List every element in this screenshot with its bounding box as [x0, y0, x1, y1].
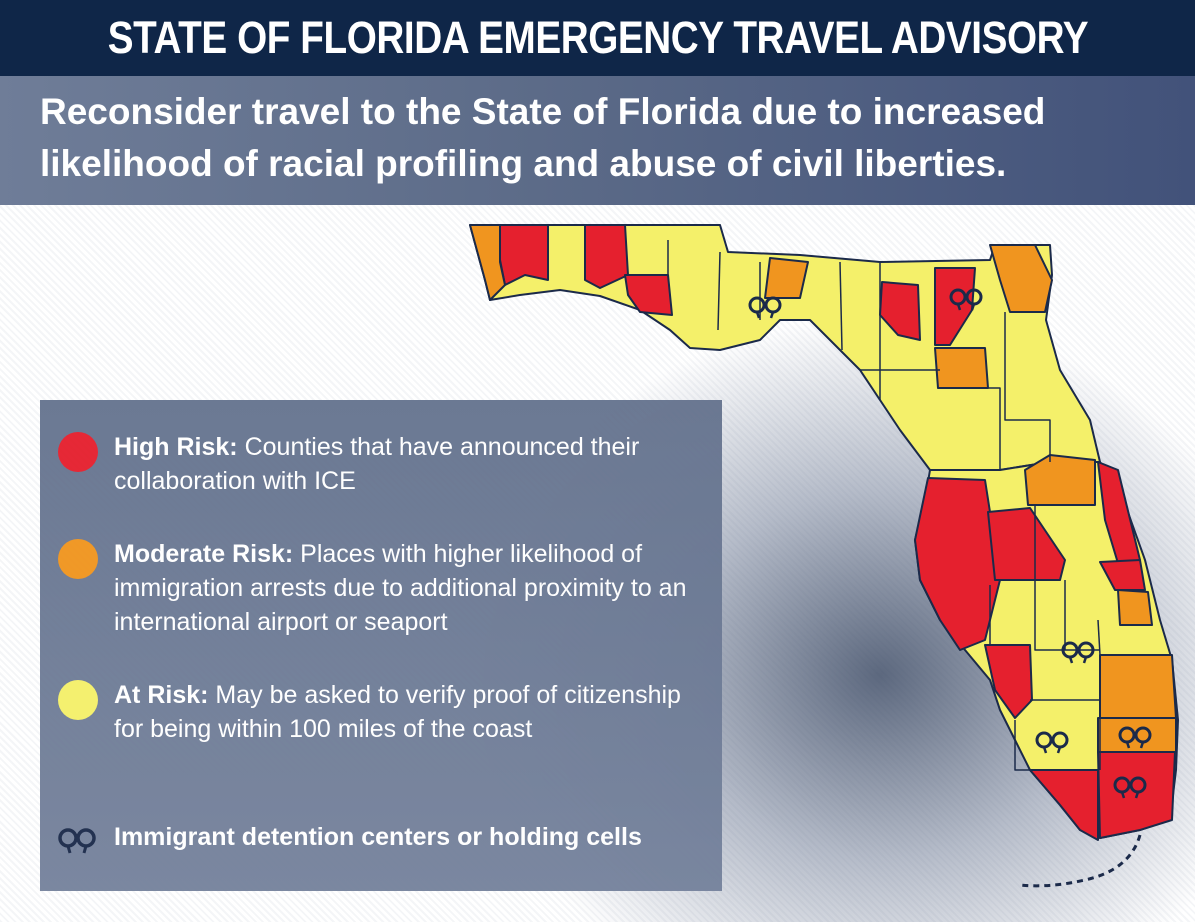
county-moderate-leon	[764, 257, 809, 299]
county-high-walton	[584, 224, 629, 289]
county-high-polk	[987, 507, 1066, 581]
county-moderate-palm-beach	[1099, 654, 1177, 719]
high-risk-description: Counties that have announced their colla…	[114, 433, 640, 495]
high-risk-swatch	[58, 432, 98, 472]
county-moderate-marion	[934, 347, 989, 389]
handcuffs-icon	[58, 828, 96, 854]
at-risk-description: May be asked to verify proof of citizens…	[114, 681, 681, 743]
county-high-charlotte-lee	[984, 644, 1033, 719]
at-risk-label: At Risk:	[114, 681, 209, 709]
county-moderate-orange	[1024, 454, 1096, 506]
moderate-risk-swatch	[58, 539, 98, 579]
county-high-bradford	[934, 267, 976, 346]
county-moderate-duval	[989, 244, 1053, 313]
county-high-indian-river	[1099, 559, 1146, 591]
florida-county-map	[469, 224, 1179, 888]
county-moderate-escambia	[469, 224, 506, 301]
high-risk-label: High Risk:	[114, 433, 238, 461]
legend-panel: High Risk: Counties that have announced …	[40, 400, 722, 891]
county-moderate-st-lucie	[1117, 589, 1153, 626]
subtitle-banner: Reconsider travel to the State of Florid…	[0, 76, 1195, 205]
county-high-bay	[624, 274, 673, 316]
page-subtitle: Reconsider travel to the State of Florid…	[40, 91, 1046, 184]
title-banner: STATE OF FLORIDA EMERGENCY TRAVEL ADVISO…	[0, 0, 1195, 76]
county-high-tampa-bay	[914, 477, 1001, 651]
county-high-escambia-santa-rosa	[499, 224, 549, 286]
moderate-risk-label: Moderate Risk:	[114, 540, 294, 568]
page-title: STATE OF FLORIDA EMERGENCY TRAVEL ADVISO…	[107, 12, 1088, 63]
at-risk-swatch	[58, 680, 98, 720]
detention-description: Immigrant detention centers or holding c…	[114, 823, 642, 851]
florida-keys	[1019, 834, 1142, 888]
county-high-collier	[1029, 769, 1099, 841]
moderate-risk-description: Places with higher likelihood of immigra…	[114, 540, 687, 636]
